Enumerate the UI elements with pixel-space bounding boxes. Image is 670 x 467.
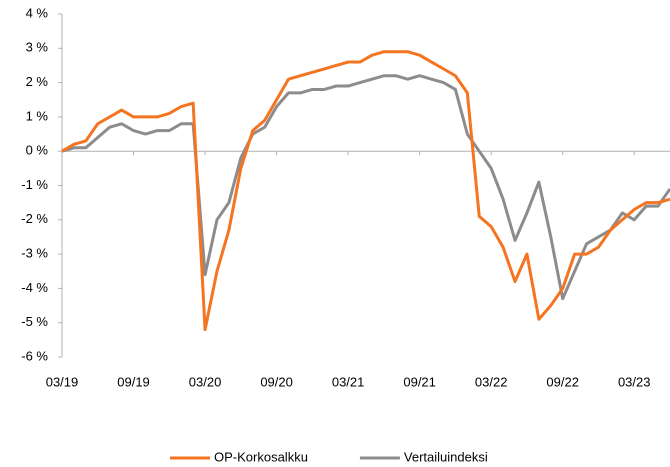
y-tick-label: -6 % (21, 348, 48, 363)
y-tick-label: 3 % (26, 40, 49, 55)
y-tick-label: 0 % (26, 143, 49, 158)
x-tick-label: 03/19 (46, 374, 79, 389)
legend-label: OP-Korkosalkku (214, 449, 308, 464)
y-tick-label: -3 % (21, 246, 48, 261)
x-tick-label: 03/22 (475, 374, 508, 389)
series-line (61, 50, 670, 332)
x-tick-label: 03/20 (189, 374, 222, 389)
x-tick-label: 09/22 (546, 374, 579, 389)
y-tick-label: 2 % (26, 74, 49, 89)
y-tick-label: 1 % (26, 108, 49, 123)
x-tick-label: 09/21 (403, 374, 436, 389)
y-tick-label: -1 % (21, 177, 48, 192)
y-tick-label: -5 % (21, 314, 48, 329)
x-tick-label: 03/23 (618, 374, 651, 389)
x-tick-label: 09/19 (117, 374, 150, 389)
y-tick-label: 4 % (26, 5, 49, 20)
x-tick-label: 09/20 (260, 374, 293, 389)
series-line (61, 74, 670, 301)
x-tick-label: 03/21 (332, 374, 365, 389)
legend-label: Vertailuindeksi (404, 449, 488, 464)
y-tick-label: -2 % (21, 211, 48, 226)
y-tick-label: -4 % (21, 280, 48, 295)
